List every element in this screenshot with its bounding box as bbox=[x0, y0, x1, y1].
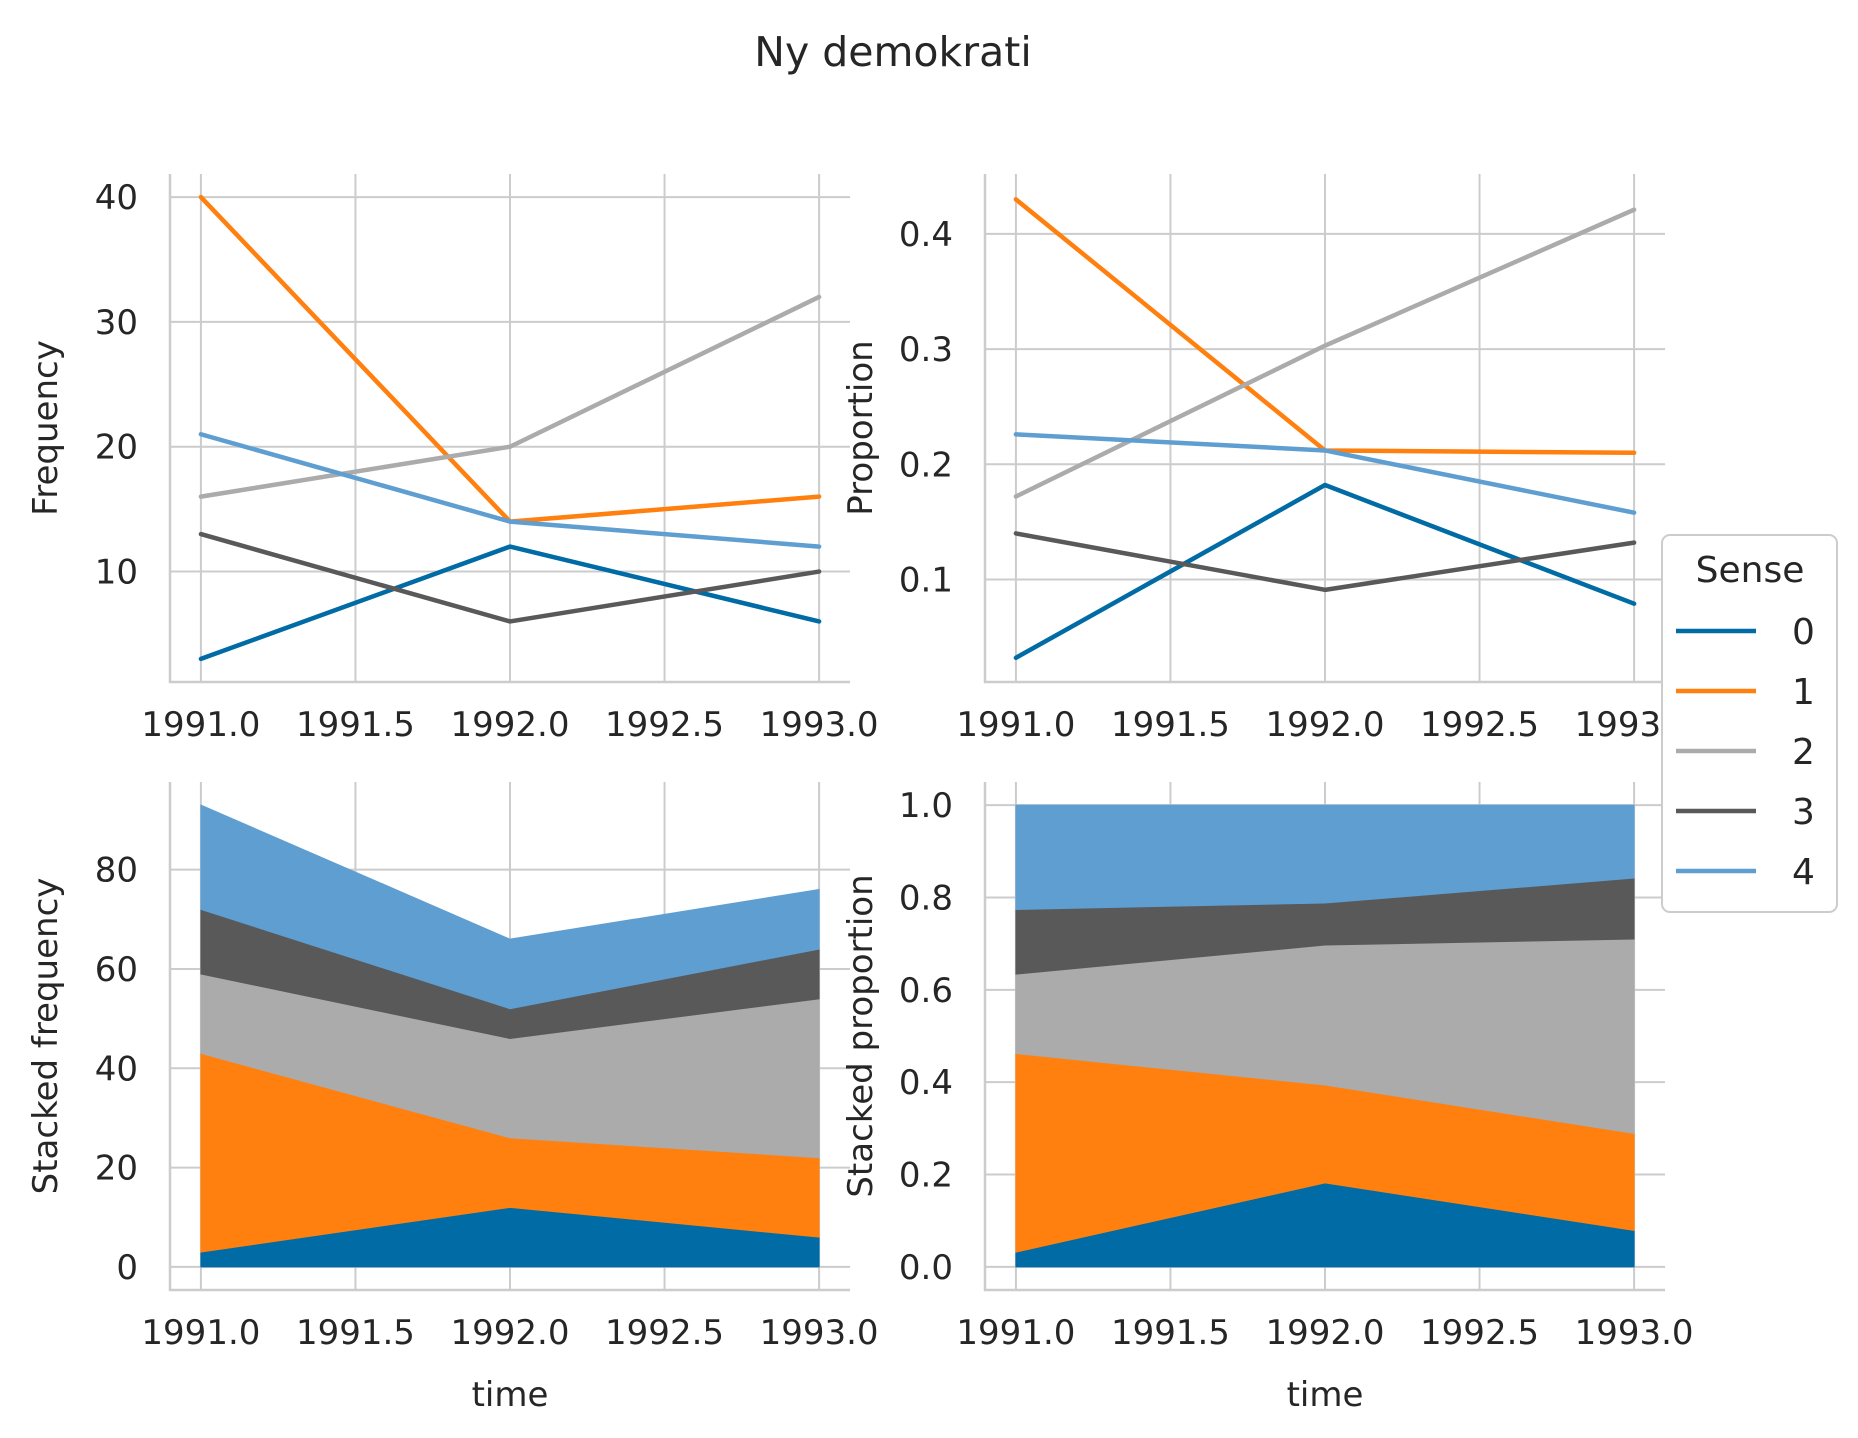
series-line-3 bbox=[198, 531, 822, 624]
x-tick-label: 1991.0 bbox=[141, 1313, 260, 1353]
legend-title: Sense bbox=[1696, 550, 1805, 591]
legend-label: 4 bbox=[1792, 852, 1815, 893]
y-tick-label: 0.1 bbox=[899, 560, 953, 600]
series-line-4 bbox=[1013, 432, 1637, 515]
series-line-0 bbox=[198, 544, 822, 662]
series-line-2 bbox=[1013, 207, 1637, 499]
x-tick-label: 1991.5 bbox=[1111, 705, 1230, 745]
subplot-4: 1991.0 1991.5 1992.0 1992.5 1993.0 0.0 0.2 0.4 0… bbox=[841, 782, 1694, 1415]
y-tick-label: 0.6 bbox=[899, 971, 953, 1011]
legend-entry-2: 2 bbox=[1676, 732, 1815, 773]
y-tick-label: 0.8 bbox=[899, 878, 953, 918]
y-tick-label: 10 bbox=[95, 553, 138, 593]
x-axis-label: time bbox=[472, 1375, 549, 1415]
y-axis-label: Frequency bbox=[26, 340, 66, 516]
subplot-2: 1991.0 1991.5 1992.0 1992.5 1993.00.10.20.30… bbox=[841, 174, 1694, 745]
x-tick-label: 1991.0 bbox=[956, 705, 1075, 745]
x-tick-label: 1992.5 bbox=[1420, 1313, 1539, 1353]
x-tick-label: 1991.5 bbox=[1111, 1313, 1230, 1353]
series-line-2 bbox=[198, 294, 822, 499]
legend: Sense 0 1 2 3 4 bbox=[1661, 534, 1838, 913]
y-tick-label: 40 bbox=[95, 1049, 138, 1089]
x-tick-label: 1991.0 bbox=[956, 1313, 1075, 1353]
y-axis-label: Stacked frequency bbox=[26, 878, 66, 1195]
legend-label: 1 bbox=[1792, 672, 1815, 713]
legend-entry-3: 3 bbox=[1676, 792, 1815, 833]
x-tick-label: 1992.0 bbox=[1266, 705, 1385, 745]
y-tick-label: 0.4 bbox=[899, 215, 953, 255]
legend-entry-4: 4 bbox=[1676, 852, 1815, 893]
legend-entry-0: 0 bbox=[1676, 612, 1815, 653]
legend-label: 3 bbox=[1792, 792, 1815, 833]
series-line-0 bbox=[1013, 482, 1637, 661]
legend-label: 0 bbox=[1792, 612, 1815, 653]
x-tick-label: 1993.0 bbox=[1575, 1313, 1694, 1353]
subplot-3: 1991.0 1991.5 1992.0 1992.5 1993.0 0 20 40 60 80 S… bbox=[26, 782, 879, 1415]
x-tick-label: 1991.5 bbox=[296, 1313, 415, 1353]
y-tick-label: 0 bbox=[116, 1248, 138, 1288]
y-tick-label: 0.4 bbox=[899, 1063, 953, 1103]
y-tick-label: 0.2 bbox=[899, 1156, 953, 1196]
y-tick-label: 40 bbox=[95, 178, 138, 218]
legend-label: 2 bbox=[1792, 732, 1815, 773]
x-tick-label: 1992.5 bbox=[605, 1313, 724, 1353]
y-tick-label: 60 bbox=[95, 950, 138, 990]
figure-title: Ny demokrati bbox=[754, 28, 1031, 76]
x-tick-label: 1993.0 bbox=[760, 705, 879, 745]
y-axis-label: Stacked proportion bbox=[841, 874, 881, 1197]
x-tick-label: 1992.0 bbox=[451, 705, 570, 745]
x-tick-label: 1992.5 bbox=[605, 705, 724, 745]
x-axis-label: time bbox=[1287, 1375, 1364, 1415]
subplot-1: 1991.0 1991.5 1992.0 1992.5 1993.0 10 20 30 40 Fr… bbox=[26, 174, 879, 745]
y-tick-label: 0.2 bbox=[899, 445, 953, 485]
y-tick-label: 0.3 bbox=[899, 330, 953, 370]
y-tick-label: 30 bbox=[95, 303, 138, 343]
x-tick-label: 1991.0 bbox=[141, 705, 260, 745]
series-line-4 bbox=[198, 431, 822, 549]
series-line-3 bbox=[1013, 531, 1637, 593]
y-tick-label: 1.0 bbox=[899, 786, 953, 826]
x-tick-label: 1991.5 bbox=[296, 705, 415, 745]
y-tick-label: 20 bbox=[95, 1149, 138, 1189]
legend-entry-1: 1 bbox=[1676, 672, 1815, 713]
x-tick-label: 1992.0 bbox=[1266, 1313, 1385, 1353]
x-tick-label: 1992.5 bbox=[1420, 705, 1539, 745]
y-tick-label: 20 bbox=[95, 428, 138, 468]
x-tick-label: 1993.0 bbox=[760, 1313, 879, 1353]
x-tick-label: 1992.0 bbox=[451, 1313, 570, 1353]
y-axis-label: Proportion bbox=[841, 340, 881, 515]
area-band-4 bbox=[200, 804, 820, 1010]
area-band-4 bbox=[1015, 804, 1635, 910]
y-tick-label: 80 bbox=[95, 851, 138, 891]
y-tick-label: 0.0 bbox=[899, 1248, 953, 1288]
